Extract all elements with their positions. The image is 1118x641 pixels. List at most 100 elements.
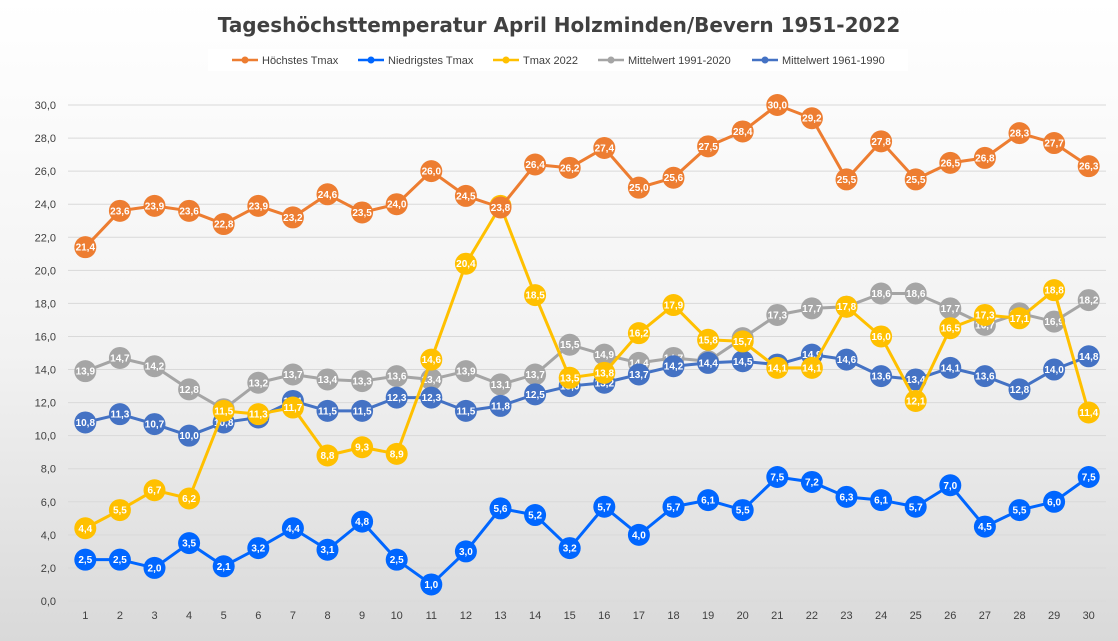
data-point: [524, 284, 547, 307]
x-tick-label: 30: [1083, 610, 1095, 622]
data-label: 2,5: [113, 555, 127, 566]
series-line: [84, 103, 1090, 249]
data-label: 7,5: [1082, 473, 1096, 484]
data-label: 5,2: [528, 511, 542, 522]
x-tick-label: 16: [598, 610, 610, 622]
data-point: [454, 252, 477, 275]
data-point: [904, 282, 927, 305]
data-label: 14,4: [698, 358, 718, 369]
data-point: [351, 399, 374, 422]
legend-label: Mittelwert 1991-2020: [628, 55, 731, 67]
data-point: [454, 540, 477, 563]
data-point: [904, 495, 927, 518]
data-label: 13,1: [491, 380, 511, 391]
y-axis-ticks: 0,0 2,0 4,0 6,0 8,0 10,0 12,0 14,0 16,0 18,0 20,0 2…: [35, 100, 56, 608]
data-label: 23,9: [145, 201, 165, 212]
data-label: 13,9: [76, 367, 96, 378]
data-label: 22,8: [214, 220, 234, 231]
data-label: 1,0: [424, 580, 438, 591]
data-label: 28,4: [733, 127, 753, 138]
legend-marker: [367, 56, 375, 64]
data-point: [627, 363, 650, 386]
data-point: [420, 573, 443, 596]
data-label: 11,4: [1079, 408, 1098, 419]
data-point: [731, 330, 754, 353]
data-label: 5,7: [909, 502, 923, 513]
y-tick-label: 30,0: [35, 100, 56, 112]
data-point: [1008, 499, 1031, 522]
data-label: 17,3: [768, 310, 788, 321]
legend-item: Höchstes Tmax: [232, 55, 339, 67]
data-point: [800, 470, 823, 493]
legend-marker: [502, 56, 510, 64]
y-tick-label: 10,0: [35, 431, 56, 443]
data-label: 10,8: [214, 418, 234, 429]
data-point: [1008, 122, 1031, 145]
data-label: 17,1: [1010, 314, 1030, 325]
data-label: 13,8: [595, 368, 615, 379]
data-point: [662, 166, 685, 189]
x-tick-label: 24: [875, 610, 887, 622]
x-tick-label: 22: [806, 610, 818, 622]
data-label: 26,5: [941, 158, 961, 169]
data-point: [281, 517, 304, 540]
y-tick-label: 2,0: [41, 563, 56, 575]
data-point: [593, 136, 616, 159]
data-label: 16,9: [1044, 317, 1064, 328]
data-point: [627, 176, 650, 199]
x-tick-label: 1: [82, 610, 88, 622]
data-point: [212, 399, 235, 422]
data-point: [593, 495, 616, 518]
x-tick-label: 12: [460, 610, 472, 622]
data-label: 5,6: [494, 504, 508, 515]
data-label: 11,5: [318, 406, 337, 417]
data-point: [766, 466, 789, 488]
data-point: [731, 120, 754, 143]
data-label: 10,8: [76, 418, 96, 429]
data-point: [800, 107, 823, 130]
data-point: [281, 396, 304, 419]
data-label: 23,8: [491, 203, 511, 214]
data-label: 27,4: [595, 143, 615, 154]
legend-marker: [607, 56, 615, 64]
data-point: [385, 386, 408, 409]
x-tick-label: 28: [1013, 610, 1025, 622]
series-line: [84, 353, 1090, 438]
data-point: [558, 537, 581, 560]
data-label: 17,8: [837, 302, 857, 313]
legend-item: Niedrigstes Tmax: [358, 55, 474, 67]
x-tick-label: 2: [117, 610, 123, 622]
data-label: 6,1: [874, 496, 888, 507]
legend-label: Tmax 2022: [523, 55, 578, 67]
legend-item: Tmax 2022: [493, 55, 578, 67]
data-label: 14,7: [110, 353, 130, 364]
data-label: 13,6: [975, 372, 995, 383]
data-point: [420, 348, 443, 371]
data-label: 11,8: [491, 401, 510, 412]
data-point: [835, 168, 858, 191]
data-point: [74, 411, 97, 434]
data-point: [558, 366, 581, 389]
data-point: [1043, 490, 1066, 513]
data-point: [1043, 279, 1066, 302]
data-label: 14,8: [1079, 352, 1099, 363]
data-label: 4,4: [78, 524, 92, 535]
data-point: [489, 196, 512, 219]
data-point: [697, 135, 720, 158]
data-label: 26,2: [560, 163, 580, 174]
data-label: 13,3: [352, 377, 372, 388]
series-niedrigstes-tmax: 2,5 2,5 2,0 3,5 2,1 3,2 4,4 3,1 4,8 2,5 1,0 3,0 5,6 5…: [74, 466, 1100, 596]
data-label: 2,5: [78, 555, 92, 566]
data-label: 17,3: [975, 310, 995, 321]
data-label: 10,0: [179, 431, 199, 442]
x-tick-label: 19: [702, 610, 714, 622]
y-tick-label: 24,0: [35, 199, 56, 211]
data-point: [178, 487, 201, 510]
data-point: [316, 444, 339, 467]
data-label: 25,0: [629, 183, 649, 194]
data-point: [212, 213, 235, 236]
data-label: 14,1: [941, 363, 961, 374]
data-label: 13,9: [456, 367, 476, 378]
x-tick-label: 10: [391, 610, 403, 622]
data-label: 13,7: [525, 370, 545, 381]
